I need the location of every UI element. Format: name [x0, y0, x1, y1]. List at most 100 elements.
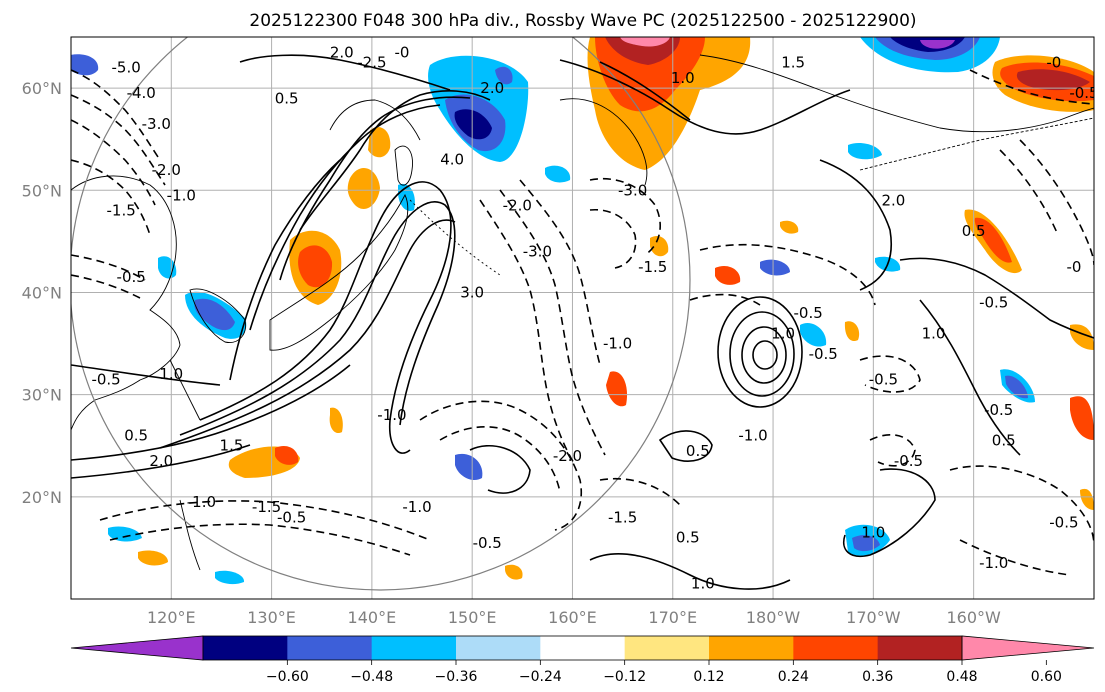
contour-label: 2.0 — [149, 452, 173, 470]
shade-blob — [71, 54, 99, 76]
shade-blob — [1016, 69, 1090, 91]
contour-line — [229, 159, 341, 381]
contour-line — [159, 219, 456, 449]
contour-label: -1.0 — [377, 406, 406, 424]
colorbar-segment — [287, 636, 373, 660]
contour-line — [499, 189, 606, 456]
contour-label: 0.5 — [124, 427, 148, 445]
contour-line — [589, 553, 791, 590]
coastlines — [71, 54, 1094, 571]
coastline-sakhalin — [394, 145, 413, 186]
coastline-aleutians — [859, 117, 1094, 171]
contour-label: 0.5 — [275, 89, 299, 107]
shade-blob — [194, 298, 235, 331]
contour-label: -3.0 — [142, 115, 171, 133]
latitude-tick-label: 60°N — [22, 79, 62, 98]
latitude-tick-label: 50°N — [22, 181, 62, 200]
contour-line — [589, 178, 661, 256]
contour-lines — [71, 54, 1094, 590]
contour-line — [859, 355, 921, 393]
colorbar-segment — [709, 636, 794, 660]
contour-label: -0.5 — [117, 268, 146, 286]
colorbar-frame — [202, 635, 963, 661]
contour-label: -0.5 — [794, 304, 823, 322]
contour-label: -0.5 — [984, 401, 1013, 419]
contour-label: 1.5 — [220, 437, 244, 455]
contour-label: 2.0 — [480, 79, 504, 97]
contour-label: -2.5 — [357, 54, 386, 72]
contour-label: -4.0 — [127, 84, 156, 102]
coastline-philippines — [179, 499, 201, 571]
map-panel: -5.0-4.0-3.0-2.0-1.0-1.5-0.50.52.0-2.5-0… — [22, 36, 1095, 627]
contour-line — [899, 257, 1094, 339]
shade-blob — [760, 259, 790, 276]
contour-line — [109, 523, 411, 556]
gridlines — [71, 37, 1094, 599]
contour-line — [843, 468, 936, 557]
latitude-tick-label: 40°N — [22, 283, 62, 302]
contour-label: 0.5 — [962, 222, 986, 240]
contour-line — [71, 159, 151, 236]
contour-label: -2.0 — [553, 447, 582, 465]
contour-label: -0.5 — [869, 370, 898, 388]
coastline-kamchatka — [559, 98, 648, 186]
colorbar-segment — [540, 636, 626, 660]
colorbar-tick-label: −0.12 — [603, 669, 646, 685]
contour-line — [919, 299, 1021, 456]
longitude-tick-label: 140°E — [348, 608, 397, 627]
contour-line — [179, 201, 456, 436]
colorbar-segment — [371, 636, 457, 660]
figure-title: 2025122300 F048 300 hPa div., Rossby Wav… — [249, 11, 916, 31]
coastline-japan — [269, 193, 409, 351]
latitude-tick-label: 20°N — [22, 488, 62, 507]
contour-line — [729, 311, 795, 397]
reference-circle — [71, 37, 691, 591]
shade-blob — [800, 322, 827, 347]
shade-blob — [215, 570, 245, 585]
contour-line — [559, 59, 851, 135]
contour-label: 0.5 — [992, 432, 1016, 450]
colorbar-min-extend — [70, 635, 204, 661]
contour-line — [469, 445, 531, 494]
contour-line — [479, 199, 576, 466]
shade-blob — [974, 217, 1012, 263]
shade-blob — [545, 165, 571, 183]
contour-line — [99, 500, 431, 541]
colorbar-tick-label: 0.36 — [862, 669, 893, 685]
contour-label: 0.5 — [686, 442, 710, 460]
contour-label: -0.5 — [809, 345, 838, 363]
colorbar-max-extend — [961, 635, 1095, 661]
contour-label: -5.0 — [112, 59, 141, 77]
colorbar-tick-label: 0.48 — [946, 669, 977, 685]
coastline-okhotsk — [329, 99, 421, 141]
coastline-bering — [699, 54, 1094, 133]
contour-label: -1.5 — [107, 202, 136, 220]
shade-blob — [275, 445, 299, 465]
contour-label: -0.5 — [91, 370, 120, 388]
contour-label: -0.5 — [894, 452, 923, 470]
colorbar-tick-label: 0.24 — [778, 669, 809, 685]
contour-label: -1.0 — [738, 427, 767, 445]
contour-line — [999, 149, 1059, 236]
contour-line — [249, 104, 441, 331]
shade-blob — [606, 371, 628, 407]
shade-blob — [620, 37, 670, 47]
contour-line — [439, 426, 561, 493]
contour-line — [519, 179, 601, 366]
contour-label: 2.0 — [330, 43, 354, 61]
contour-line — [1019, 139, 1094, 266]
contour-label: -1.5 — [638, 258, 667, 276]
contour-line — [71, 254, 146, 281]
contour-line — [717, 296, 803, 408]
contour-label: -1.5 — [608, 508, 637, 526]
contour-label: -2.0 — [152, 161, 181, 179]
contour-label: 1.0 — [691, 575, 715, 593]
contour-label: 3.0 — [460, 283, 484, 301]
contour-label: -0.5 — [473, 534, 502, 552]
shade-blob — [844, 321, 860, 342]
shade-blob — [138, 550, 168, 566]
contour-label: 2.0 — [881, 191, 905, 209]
contour-line — [869, 434, 916, 467]
shade-blob — [1080, 488, 1094, 510]
contour-label: -1.0 — [167, 186, 196, 204]
